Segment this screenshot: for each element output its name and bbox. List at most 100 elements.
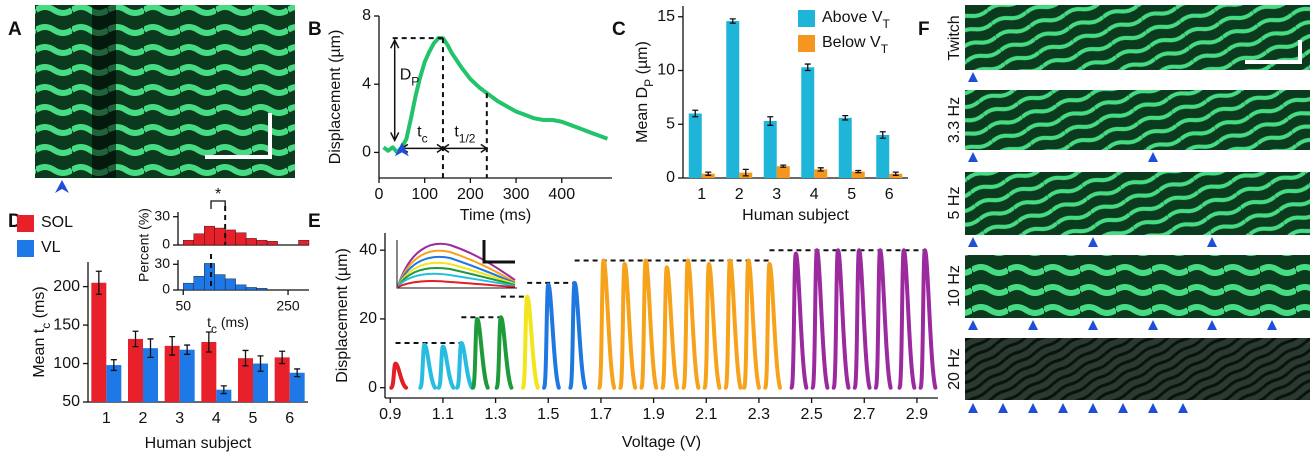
histogram-bar <box>203 263 215 291</box>
pulse-trace <box>852 248 872 390</box>
error-bar <box>279 350 286 365</box>
x-tick-label: 0.9 <box>379 406 401 423</box>
histogram-bar <box>203 225 215 246</box>
pulse-trace <box>389 361 409 390</box>
y-tick-label: 20 <box>359 310 377 327</box>
x-tick-label: 1.9 <box>642 406 664 423</box>
error-bar <box>892 171 899 176</box>
x-tick-label: 250 <box>276 298 300 314</box>
x-tick-label: 2 <box>139 410 148 427</box>
error-bar <box>842 115 849 121</box>
bar <box>216 389 232 402</box>
x-tick-label: 1 <box>697 186 706 203</box>
pulse-trace <box>597 258 617 390</box>
y-tick-label: 8 <box>362 7 371 24</box>
y-tick-label: 30 <box>154 207 170 223</box>
pulse-trace <box>455 340 474 390</box>
pulse-trace <box>618 261 638 390</box>
histogram-bar <box>235 284 247 291</box>
x-tick-label: 400 <box>548 186 575 203</box>
bar <box>201 342 217 402</box>
bar <box>776 166 790 178</box>
pulse-trace <box>418 342 438 390</box>
histogram-bar <box>224 229 236 246</box>
error-bar <box>729 18 736 24</box>
kymograph-f <box>965 5 1310 413</box>
histogram-bar <box>256 288 268 291</box>
bar <box>164 345 180 402</box>
x-tick-label: 1.1 <box>432 406 454 423</box>
x-tick-label: 3 <box>772 186 781 203</box>
x-tick-label: 6 <box>285 410 294 427</box>
y-tick-label: 40 <box>359 241 377 258</box>
bar <box>238 358 253 402</box>
error-bar <box>205 331 212 353</box>
y-tick-label: 0 <box>666 169 675 186</box>
bar <box>179 349 195 402</box>
x-tick-label: 300 <box>503 186 530 203</box>
axis-label: Mean DP (µm) <box>634 41 656 143</box>
row-label: Twitch <box>946 15 963 60</box>
pulse-trace <box>723 258 743 390</box>
subscript: P <box>642 79 656 87</box>
y-tick-label: 0 <box>362 144 371 161</box>
histogram-bar <box>183 240 194 246</box>
x-tick-label: 6 <box>885 186 894 203</box>
error-bar <box>879 131 886 139</box>
x-tick-label: 1.7 <box>590 406 612 423</box>
bar <box>876 135 890 178</box>
error-bar <box>220 385 227 395</box>
x-tick-label: 1.5 <box>537 406 559 423</box>
pulse-trace <box>542 282 561 390</box>
error-bar <box>95 270 102 295</box>
x-tick-label: 2.1 <box>695 406 717 423</box>
legend-swatch <box>798 35 815 52</box>
histogram-bar <box>266 241 278 246</box>
panel-label: A <box>8 19 22 40</box>
bar <box>851 171 865 178</box>
pulse-trace <box>702 261 722 390</box>
histogram-bar <box>214 274 226 291</box>
subscript: T <box>881 42 889 56</box>
y-tick-label: 5 <box>666 115 675 132</box>
bar <box>143 348 158 402</box>
x-tick-label: 3 <box>175 410 184 427</box>
bar <box>726 21 740 178</box>
x-tick-label: 2.3 <box>748 406 770 423</box>
x-tick-label: 2.9 <box>906 406 928 423</box>
error-bar <box>242 349 249 367</box>
kymograph-a <box>35 5 295 193</box>
axis-label: Mean tc (ms) <box>31 286 53 377</box>
annotation: tc <box>417 124 427 146</box>
error-bar <box>742 168 749 177</box>
axis-label: Human subject <box>145 435 252 452</box>
error-bar <box>817 167 824 172</box>
significance-label: * <box>215 186 221 203</box>
subscript: c <box>422 132 428 146</box>
legend-label: VL <box>41 239 61 256</box>
legend-swatch <box>798 10 815 27</box>
row-label: 20 Hz <box>946 348 963 390</box>
x-tick-label: 2 <box>735 186 744 203</box>
panel-label: C <box>612 19 626 40</box>
pulse-trace <box>470 316 490 390</box>
panel-label: F <box>918 19 930 40</box>
histogram-bar <box>245 287 257 291</box>
pulse-trace <box>742 258 761 390</box>
x-tick-label: 4 <box>810 186 819 203</box>
bar <box>814 169 828 178</box>
bar <box>801 67 815 178</box>
histogram-bar <box>183 282 194 291</box>
arrow <box>400 143 489 154</box>
y-tick-label: 15 <box>657 8 675 25</box>
legend-label: SOL <box>41 214 73 231</box>
x-tick-label: 5 <box>249 410 258 427</box>
label-part: (µm) <box>634 41 651 79</box>
panel-label: E <box>308 211 321 232</box>
legend-label: Below VT <box>822 34 889 56</box>
pulse-trace <box>568 280 588 390</box>
x-tick-label: 1.3 <box>484 406 506 423</box>
significance-bracket <box>210 200 226 209</box>
error-bar <box>132 330 139 348</box>
pulse-trace <box>831 248 851 390</box>
